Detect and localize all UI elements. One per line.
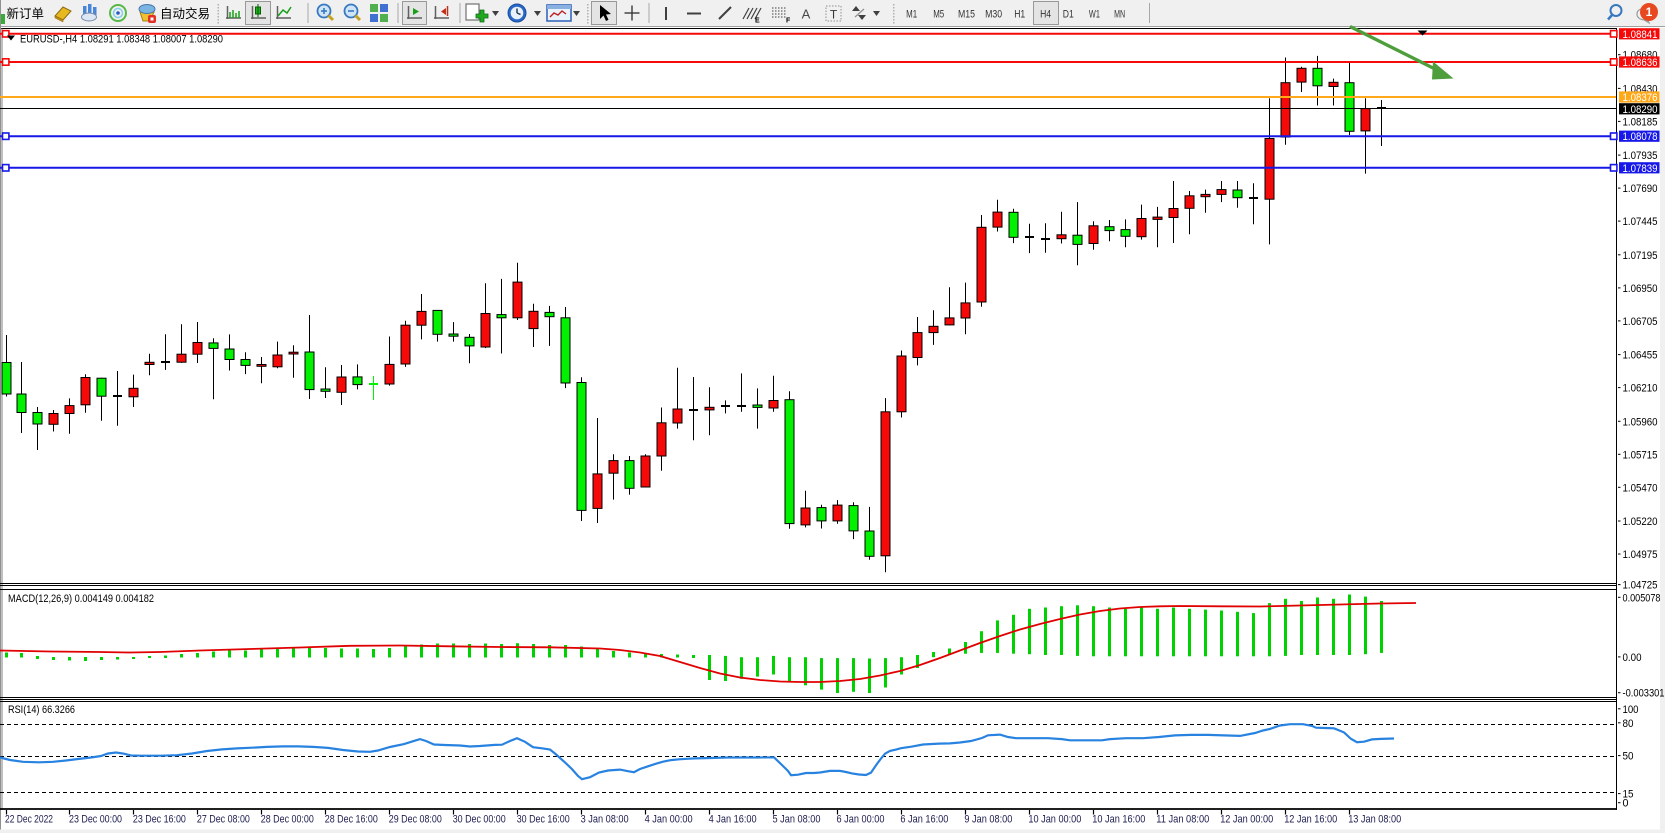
svg-text:1.07935: 1.07935	[1623, 150, 1658, 162]
svg-text:30 Dec 00:00: 30 Dec 00:00	[453, 814, 506, 826]
svg-text:29 Dec 08:00: 29 Dec 08:00	[389, 814, 442, 826]
svg-text:A: A	[802, 7, 811, 22]
svg-text:11 Jan 08:00: 11 Jan 08:00	[1156, 814, 1209, 826]
svg-text:4 Jan 16:00: 4 Jan 16:00	[709, 814, 757, 826]
svg-text:100: 100	[1623, 704, 1639, 716]
svg-text:1.07195: 1.07195	[1623, 250, 1658, 262]
svg-text:9 Jan 08:00: 9 Jan 08:00	[964, 814, 1012, 826]
svg-text:27 Dec 08:00: 27 Dec 08:00	[197, 814, 250, 826]
svg-text:D1: D1	[1063, 9, 1074, 21]
svg-text:1.05470: 1.05470	[1623, 482, 1658, 494]
svg-text:M30: M30	[985, 9, 1002, 21]
svg-text:1.06950: 1.06950	[1623, 283, 1658, 295]
svg-text:1.05220: 1.05220	[1623, 516, 1658, 528]
svg-text:M5: M5	[933, 9, 944, 21]
svg-text:23 Dec 16:00: 23 Dec 16:00	[133, 814, 186, 826]
svg-text:1.08185: 1.08185	[1623, 116, 1658, 128]
svg-text:1.05960: 1.05960	[1623, 416, 1658, 428]
svg-text:1.06210: 1.06210	[1623, 383, 1658, 395]
svg-text:1.04725: 1.04725	[1623, 580, 1658, 592]
svg-text:1.08636: 1.08636	[1623, 57, 1658, 69]
svg-text:MACD(12,26,9) 0.004149 0.00418: MACD(12,26,9) 0.004149 0.004182	[8, 593, 154, 605]
svg-text:13 Jan 08:00: 13 Jan 08:00	[1348, 814, 1401, 826]
svg-text:5 Jan 08:00: 5 Jan 08:00	[773, 814, 821, 826]
svg-text:1.07445: 1.07445	[1623, 216, 1658, 228]
svg-text:22 Dec 2022: 22 Dec 2022	[5, 814, 53, 826]
svg-text:0: 0	[1623, 798, 1629, 810]
svg-text:0.005078: 0.005078	[1623, 592, 1661, 604]
svg-text:自动交易: 自动交易	[160, 6, 210, 21]
svg-text:-0.003301: -0.003301	[1623, 688, 1665, 700]
svg-text:12 Jan 00:00: 12 Jan 00:00	[1220, 814, 1273, 826]
svg-text:1.08841: 1.08841	[1623, 29, 1658, 41]
svg-text:4 Jan 00:00: 4 Jan 00:00	[645, 814, 693, 826]
svg-text:1.07839: 1.07839	[1623, 163, 1658, 175]
svg-text:E: E	[755, 18, 760, 25]
svg-text:80: 80	[1623, 718, 1634, 730]
svg-text:15: 15	[1623, 789, 1634, 801]
svg-text:新订单: 新订单	[7, 6, 45, 21]
svg-text:23 Dec 00:00: 23 Dec 00:00	[69, 814, 122, 826]
svg-text:28 Dec 00:00: 28 Dec 00:00	[261, 814, 314, 826]
svg-text:1.08376: 1.08376	[1623, 92, 1658, 104]
svg-text:RSI(14) 66.3266: RSI(14) 66.3266	[8, 704, 75, 716]
svg-text:F: F	[786, 18, 791, 25]
svg-text:1.06705: 1.06705	[1623, 316, 1658, 328]
svg-text:1.08290: 1.08290	[1623, 104, 1658, 116]
svg-text:6 Jan 00:00: 6 Jan 00:00	[837, 814, 885, 826]
svg-text:0.00: 0.00	[1623, 652, 1642, 664]
svg-text:6 Jan 16:00: 6 Jan 16:00	[900, 814, 948, 826]
svg-text:H1: H1	[1014, 9, 1025, 21]
svg-text:1.08078: 1.08078	[1623, 131, 1658, 143]
svg-text:1.07690: 1.07690	[1623, 183, 1658, 195]
svg-text:EURUSD-,H4 1.08291 1.08348 1.: EURUSD-,H4 1.08291 1.08348 1.08007 1.082…	[20, 34, 223, 46]
svg-text:3 Jan 08:00: 3 Jan 08:00	[581, 814, 629, 826]
svg-text:50: 50	[1623, 751, 1634, 763]
svg-text:MN: MN	[1114, 9, 1125, 21]
svg-text:H4: H4	[1040, 9, 1051, 21]
svg-text:1: 1	[1646, 5, 1653, 19]
svg-text:10 Jan 16:00: 10 Jan 16:00	[1092, 814, 1145, 826]
svg-text:28 Dec 16:00: 28 Dec 16:00	[325, 814, 378, 826]
svg-text:T: T	[830, 8, 838, 22]
svg-text:1.05715: 1.05715	[1623, 449, 1658, 461]
svg-text:10 Jan 00:00: 10 Jan 00:00	[1028, 814, 1081, 826]
svg-text:M15: M15	[958, 9, 975, 21]
svg-text:12 Jan 16:00: 12 Jan 16:00	[1284, 814, 1337, 826]
svg-text:W1: W1	[1089, 9, 1100, 21]
svg-text:M1: M1	[906, 9, 917, 21]
svg-text:1.06455: 1.06455	[1623, 350, 1658, 362]
svg-text:30 Dec 16:00: 30 Dec 16:00	[517, 814, 570, 826]
svg-text:1.04975: 1.04975	[1623, 549, 1658, 561]
